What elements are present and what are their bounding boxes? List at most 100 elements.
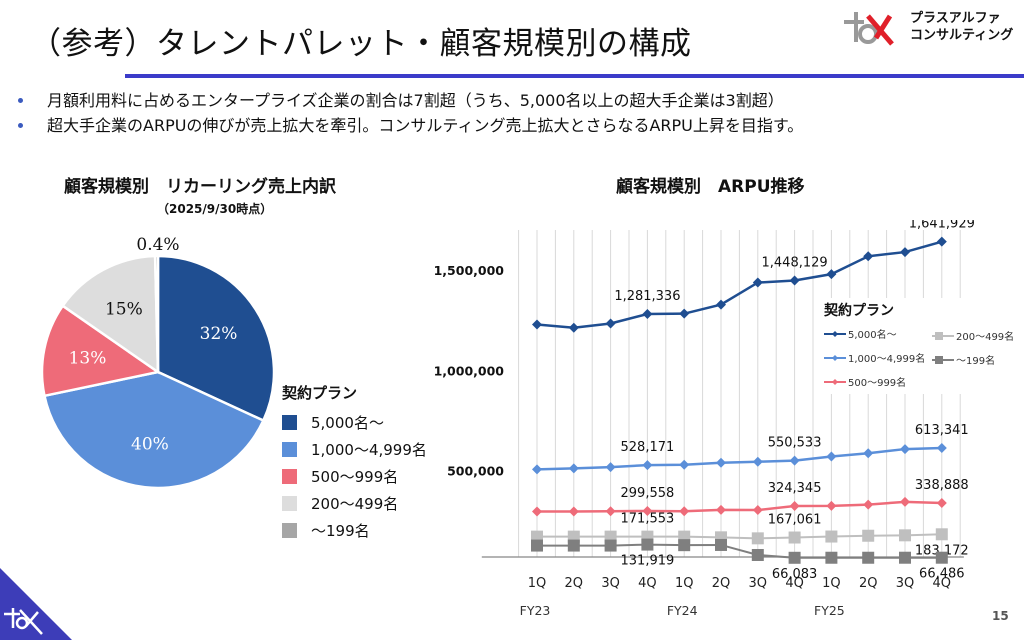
data-point — [642, 308, 653, 319]
line-legend-item: 200～499名 — [932, 330, 1014, 343]
data-point — [532, 319, 542, 330]
data-point — [605, 462, 616, 473]
pie-slice — [156, 254, 276, 423]
data-point — [642, 460, 653, 471]
legend-marker-icon — [935, 356, 943, 364]
data-point — [788, 551, 801, 564]
data-point — [825, 530, 838, 543]
legend-label: 5,000名～ — [311, 414, 384, 432]
data-point — [604, 539, 617, 552]
data-point — [863, 448, 874, 459]
data-point — [531, 539, 543, 552]
bullet-icon — [18, 123, 23, 128]
pie-legend: 契約プラン 5,000名～ 1,000～4,999名 500～999名 200～499… — [282, 382, 427, 544]
y-tick-label: 1,000,000 — [434, 363, 505, 378]
data-point — [900, 496, 910, 507]
data-point — [752, 456, 763, 467]
pie-legend-item: 5,000名～ — [282, 409, 427, 436]
pie-chart: 32% 40% 13% 15% 0.4% — [40, 235, 276, 490]
pie-slice-label: 40% — [131, 434, 169, 454]
data-point — [862, 529, 875, 542]
bullet-item: 超大手企業のARPUの伸びが売上拡大を牽引。コンサルティング売上拡大とさらなるA… — [18, 113, 803, 138]
data-point — [751, 548, 764, 561]
series-line — [536, 446, 942, 471]
fiscal-year-label: FY25 — [814, 603, 845, 618]
line-chart: 500,000 1,000,000 1,500,000 1Q 2Q 3Q 4Q 1Q 2Q 3Q 4… — [434, 220, 1015, 618]
data-point — [716, 299, 726, 310]
title-underline — [125, 74, 1024, 78]
series-line — [536, 240, 943, 329]
pie-legend-title: 契約プラン — [282, 384, 358, 402]
legend-label: ～199名 — [311, 522, 370, 540]
data-point — [568, 506, 579, 517]
data-point — [863, 499, 874, 510]
fiscal-year-label: FY23 — [520, 603, 551, 618]
series-line — [537, 543, 942, 559]
data-point — [936, 236, 947, 247]
y-tick-label: 500,000 — [447, 464, 504, 479]
legend-swatch-icon — [282, 496, 297, 511]
series-line — [537, 533, 942, 540]
data-point — [863, 251, 874, 262]
legend-marker-icon — [832, 355, 838, 361]
pie-slice — [60, 254, 160, 375]
company-logo — [844, 12, 894, 46]
data-label: 171,553 — [621, 512, 675, 527]
bullet-item: 月額利用料に占めるエンタープライズ企業の割合は7割超（うち、5,000名以上の超… — [18, 88, 803, 113]
data-label: 66,083 — [772, 567, 818, 582]
data-point — [789, 455, 800, 466]
pie-legend-item: 200～499名 — [282, 490, 427, 517]
pie-chart-subtitle: （2025/9/30時点） — [157, 202, 273, 216]
pie-slice-label: 0.4% — [136, 235, 179, 255]
data-point — [716, 457, 726, 468]
legend-swatch-icon — [282, 469, 297, 484]
data-point — [826, 269, 837, 280]
data-label: 550,533 — [768, 436, 822, 451]
pie-legend-item: 1,000～4,999名 — [282, 436, 427, 463]
data-point — [751, 532, 764, 545]
fiscal-year-label: FY24 — [667, 603, 698, 618]
legend-swatch-icon — [282, 442, 297, 457]
data-label: 183,172 — [915, 543, 969, 558]
data-point — [532, 506, 542, 517]
data-point — [826, 451, 837, 462]
corner-logo-icon — [4, 608, 43, 635]
line-legend — [820, 298, 1000, 394]
legend-label: ～199名 — [956, 354, 995, 367]
bullet-text: 月額利用料に占めるエンタープライズ企業の割合は7割超（うち、5,000名以上の超… — [47, 91, 784, 110]
legend-label: 500～999名 — [311, 468, 399, 486]
data-point — [752, 277, 763, 288]
data-label: 1,448,129 — [762, 256, 828, 271]
line-legend-item: 1,000～4,999名 — [824, 352, 925, 365]
data-point — [900, 247, 910, 258]
legend-marker-icon — [935, 332, 943, 340]
pie-slice-label: 32% — [200, 324, 238, 344]
bullet-icon — [18, 98, 23, 103]
pie-slice-label: 13% — [69, 349, 107, 369]
x-tick-label: 3Q — [896, 576, 915, 591]
pie-slice — [42, 370, 266, 490]
data-point — [642, 505, 653, 516]
data-label: 613,341 — [915, 423, 969, 438]
legend-label: 500～999名 — [848, 376, 906, 389]
data-point — [567, 539, 580, 552]
data-point — [716, 504, 726, 515]
x-tick-label: 2Q — [859, 576, 878, 591]
legend-label: 1,000～4,999名 — [311, 441, 427, 459]
pie-slice — [40, 304, 162, 398]
data-label: 324,345 — [768, 481, 822, 496]
data-label: 338,888 — [915, 478, 969, 493]
data-point — [568, 463, 579, 474]
data-point — [899, 529, 911, 542]
data-point — [679, 506, 690, 517]
corner-decoration — [0, 568, 72, 640]
series-line — [537, 500, 942, 513]
data-label: 1,281,336 — [614, 289, 680, 304]
logo-line-2: コンサルティング — [910, 28, 1014, 43]
line-legend-title: 契約プラン — [823, 302, 894, 319]
logo-text: プラスアルファ コンサルティング — [910, 10, 1013, 44]
line-legend-item: 5,000名～ — [824, 328, 897, 341]
x-tick-label: 4Q — [785, 576, 804, 591]
page-number: 15 — [992, 609, 1009, 623]
data-point — [568, 322, 579, 333]
